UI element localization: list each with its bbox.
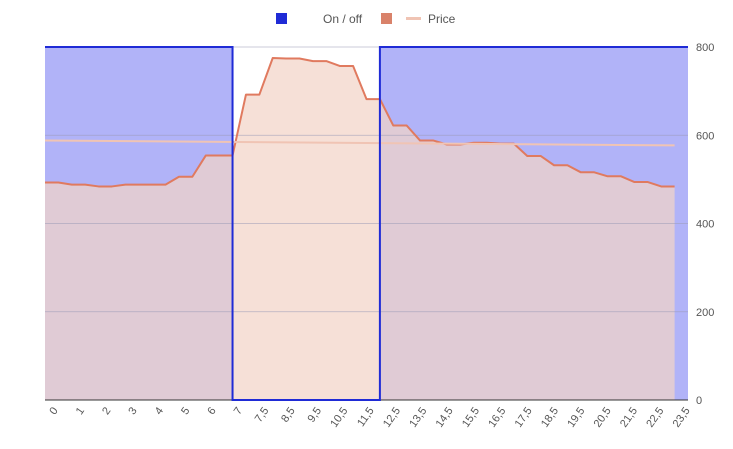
series-2-area [45,58,675,400]
x-tick-label: 9,5 [305,405,324,424]
series-2-line [45,57,675,188]
x-tick-label: 16,5 [486,405,508,429]
x-tick-label: 21,5 [618,405,640,429]
x-tick-label: 3 [126,405,139,417]
x-tick-label: 0 [47,405,60,417]
x-tick-label: 22,5 [644,405,666,429]
x-tick-label: 7,5 [253,405,272,424]
x-tick-label: 1 [74,405,87,417]
y-axis: 0 200 400 600 800 [696,42,714,407]
x-tick-label: 4 [153,405,166,417]
y-tick-label: 0 [696,395,702,407]
y-tick-label: 200 [696,307,714,319]
x-tick-label: 14,5 [434,405,456,429]
price-line [44,139,675,147]
x-tick-label: 20,5 [592,405,614,429]
x-tick-label: 12,5 [381,405,403,429]
legend-swatch-on-off[interactable] [276,13,287,24]
x-tick-label: 5 [179,405,192,417]
x-tick-label: 7 [232,405,245,417]
x-tick-label: 6 [205,405,218,417]
x-tick-label: 19,5 [565,405,587,429]
x-tick-label: 13,5 [407,405,429,429]
x-axis: 0 1 2 3 4 5 6 7 7,5 8,5 9,5 10,5 11,5 12,5 13,5 14,5 15,… [47,405,692,429]
y-tick-label: 600 [696,130,714,142]
x-tick-label: 2 [100,405,113,417]
x-tick-label: 8,5 [279,405,298,424]
x-tick-label: 10,5 [328,405,350,429]
legend-label-on-off[interactable]: On / off [323,12,363,26]
y-tick-label: 400 [696,219,714,231]
x-tick-label: 17,5 [513,405,535,429]
legend-label-price[interactable]: Price [428,12,456,26]
series-lines [44,46,688,401]
on-off-line [45,46,688,401]
y-tick-label: 800 [696,42,714,54]
x-tick-label: 11,5 [355,405,377,429]
legend-swatch-price[interactable] [406,17,421,20]
legend-swatch-series-2[interactable] [381,13,392,24]
legend: On / off Price [276,12,456,26]
x-tick-label: 18,5 [539,405,561,429]
x-tick-label: 23,5 [671,405,693,429]
x-tick-label: 15,5 [460,405,482,429]
